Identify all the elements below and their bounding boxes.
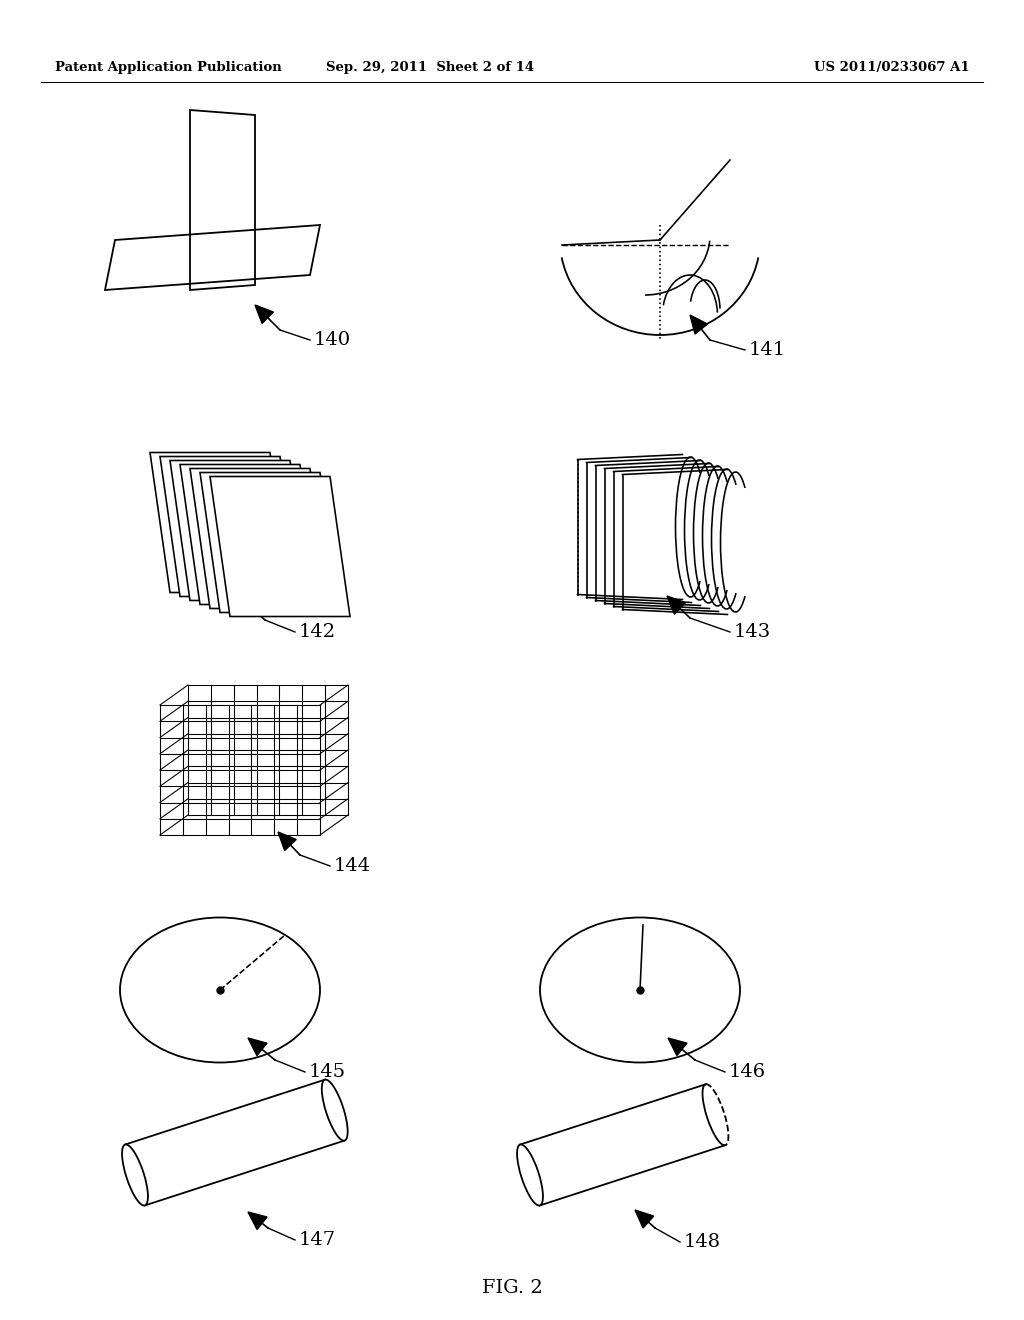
Text: 144: 144 xyxy=(334,857,371,875)
Text: Patent Application Publication: Patent Application Publication xyxy=(55,62,282,74)
Polygon shape xyxy=(668,1038,687,1056)
Polygon shape xyxy=(240,598,259,616)
Polygon shape xyxy=(160,457,300,597)
Text: 145: 145 xyxy=(309,1063,346,1081)
Text: Sep. 29, 2011  Sheet 2 of 14: Sep. 29, 2011 Sheet 2 of 14 xyxy=(326,62,535,74)
Polygon shape xyxy=(667,597,685,614)
Polygon shape xyxy=(190,469,330,609)
Text: 141: 141 xyxy=(749,341,786,359)
Polygon shape xyxy=(278,832,296,850)
Text: 147: 147 xyxy=(299,1232,336,1249)
Polygon shape xyxy=(170,461,310,601)
Polygon shape xyxy=(180,465,319,605)
Ellipse shape xyxy=(517,1144,543,1205)
Polygon shape xyxy=(635,1210,653,1228)
Text: 142: 142 xyxy=(299,623,336,642)
Polygon shape xyxy=(200,473,340,612)
Text: FIG. 2: FIG. 2 xyxy=(481,1279,543,1298)
Text: 146: 146 xyxy=(729,1063,766,1081)
Polygon shape xyxy=(248,1212,267,1229)
Polygon shape xyxy=(248,1038,267,1056)
Text: 148: 148 xyxy=(684,1233,721,1251)
Polygon shape xyxy=(690,315,708,334)
Text: US 2011/0233067 A1: US 2011/0233067 A1 xyxy=(814,62,970,74)
Polygon shape xyxy=(150,453,290,593)
Ellipse shape xyxy=(322,1080,348,1140)
Text: 143: 143 xyxy=(734,623,771,642)
Polygon shape xyxy=(255,305,273,323)
Ellipse shape xyxy=(122,1144,147,1205)
Polygon shape xyxy=(210,477,350,616)
Text: 140: 140 xyxy=(314,331,351,348)
